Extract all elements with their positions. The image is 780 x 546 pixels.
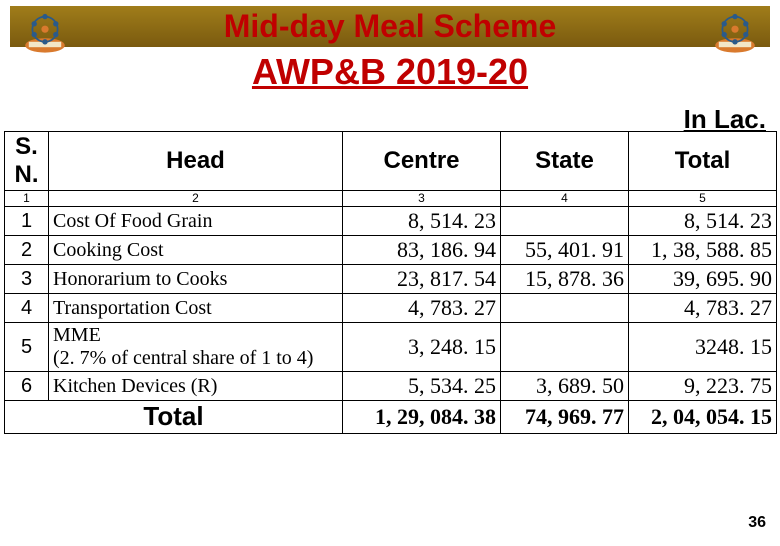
table-row: 2 Cooking Cost 83, 186. 94 55, 401. 91 1… [5,236,777,265]
cell-state [501,323,629,372]
logo-right-icon [708,4,762,58]
cell-total: 9, 223. 75 [629,372,777,401]
col-state: State [501,132,629,191]
cell-total: 4, 783. 27 [629,294,777,323]
cell-centre: 83, 186. 94 [343,236,501,265]
cell-sn: 5 [5,323,49,372]
title-banner: Mid-day Meal Scheme [10,6,770,47]
cell-centre: 3, 248. 15 [343,323,501,372]
cell-total: 1, 38, 588. 85 [629,236,777,265]
cell-head: Transportation Cost [49,294,343,323]
col-sn: S. N. [5,132,49,191]
table-row: 4 Transportation Cost 4, 783. 27 4, 783.… [5,294,777,323]
unit-label: In Lac. [684,104,766,135]
total-total: 2, 04, 054. 15 [629,401,777,434]
table-row: 3 Honorarium to Cooks 23, 817. 54 15, 87… [5,265,777,294]
cell-head: Honorarium to Cooks [49,265,343,294]
table-total-row: Total 1, 29, 084. 38 74, 969. 77 2, 04, … [5,401,777,434]
colnum: 1 [5,191,49,207]
col-total: Total [629,132,777,191]
cell-sn: 1 [5,207,49,236]
subtitle: AWP&B 2019-20 [0,51,780,93]
cell-total: 3248. 15 [629,323,777,372]
colnum: 3 [343,191,501,207]
cell-centre: 8, 514. 23 [343,207,501,236]
budget-table: S. N. Head Centre State Total 1 2 3 4 5 … [4,131,777,434]
col-head: Head [49,132,343,191]
page-title: Mid-day Meal Scheme [10,8,770,45]
cell-head: Cost Of Food Grain [49,207,343,236]
cell-sn: 6 [5,372,49,401]
page-number: 36 [748,514,766,532]
cell-state [501,294,629,323]
cell-centre: 4, 783. 27 [343,294,501,323]
col-centre: Centre [343,132,501,191]
colnum: 5 [629,191,777,207]
table-row: 6 Kitchen Devices (R) 5, 534. 25 3, 689.… [5,372,777,401]
cell-sn: 3 [5,265,49,294]
table-header-row: S. N. Head Centre State Total [5,132,777,191]
cell-centre: 5, 534. 25 [343,372,501,401]
cell-head: Cooking Cost [49,236,343,265]
table-colnum-row: 1 2 3 4 5 [5,191,777,207]
cell-centre: 23, 817. 54 [343,265,501,294]
cell-total: 8, 514. 23 [629,207,777,236]
cell-state [501,207,629,236]
total-centre: 1, 29, 084. 38 [343,401,501,434]
colnum: 4 [501,191,629,207]
cell-state: 3, 689. 50 [501,372,629,401]
cell-state: 55, 401. 91 [501,236,629,265]
total-state: 74, 969. 77 [501,401,629,434]
cell-total: 39, 695. 90 [629,265,777,294]
cell-state: 15, 878. 36 [501,265,629,294]
colnum: 2 [49,191,343,207]
table-row: 5 MME (2. 7% of central share of 1 to 4)… [5,323,777,372]
cell-sn: 2 [5,236,49,265]
logo-left-icon [18,4,72,58]
table-row: 1 Cost Of Food Grain 8, 514. 23 8, 514. … [5,207,777,236]
cell-sn: 4 [5,294,49,323]
cell-head: MME (2. 7% of central share of 1 to 4) [49,323,343,372]
total-label: Total [5,401,343,434]
cell-head: Kitchen Devices (R) [49,372,343,401]
